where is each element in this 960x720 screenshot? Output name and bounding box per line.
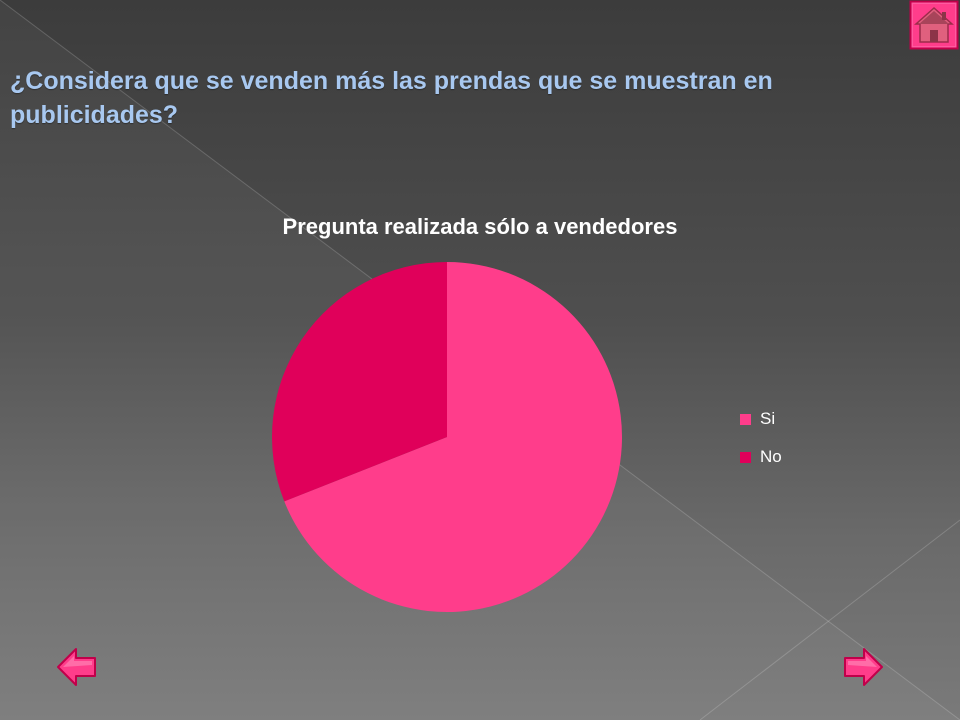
pie-slice-no — [272, 262, 447, 502]
slide-title: ¿Considera que se venden más las prendas… — [10, 67, 773, 129]
legend-swatch-no — [740, 451, 751, 463]
legend-swatch-si — [740, 413, 751, 425]
previous-slide-button[interactable] — [56, 646, 98, 688]
legend-item-no: No — [740, 446, 782, 468]
home-button[interactable] — [909, 0, 959, 50]
legend-label-no: No — [760, 447, 782, 466]
pie-slice-si — [284, 262, 622, 612]
next-slide-button[interactable] — [842, 646, 884, 688]
pie-chart — [272, 262, 622, 612]
left-arrow-icon — [57, 648, 96, 686]
right-arrow-icon — [844, 648, 883, 686]
chart-legend: Si No — [740, 408, 782, 484]
legend-item-si: Si — [740, 408, 782, 430]
legend-label-si: Si — [760, 409, 776, 428]
chart-title: Pregunta realizada sólo a vendedores — [282, 214, 678, 239]
home-icon — [909, 0, 959, 50]
